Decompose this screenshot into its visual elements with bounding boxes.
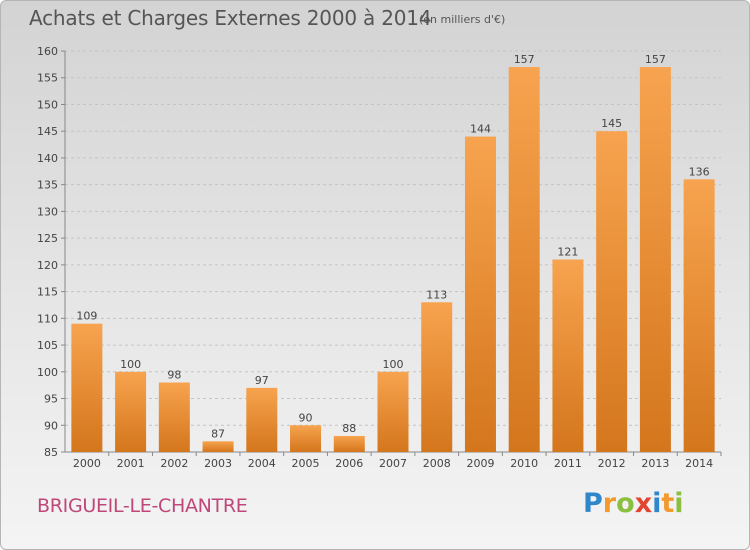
bar-2001 [115, 371, 147, 452]
x-tick-label: 2002 [160, 457, 188, 470]
bar-2008 [421, 302, 453, 452]
data-label-2003: 87 [211, 427, 225, 440]
bar-2006 [333, 435, 365, 452]
y-tick-label: 105 [37, 339, 58, 352]
y-tick-label: 125 [37, 232, 58, 245]
data-label-2009: 144 [470, 123, 491, 136]
bars [71, 67, 715, 452]
y-tick-label: 145 [37, 125, 58, 138]
y-tick-label: 130 [37, 205, 58, 218]
y-tick-label: 115 [37, 286, 58, 299]
data-label-2010: 157 [514, 53, 535, 66]
logo-letter: x [634, 488, 653, 519]
x-tick-label: 2006 [335, 457, 363, 470]
x-tick-label: 2009 [466, 457, 494, 470]
bar-2004 [246, 387, 278, 452]
logo-letter: i [674, 488, 684, 519]
y-tick-label: 150 [37, 98, 58, 111]
data-label-2008: 113 [426, 288, 447, 301]
logo-letter: i [652, 488, 662, 519]
bar-2011 [552, 259, 584, 452]
data-label-2001: 100 [120, 358, 141, 371]
y-tick-label: 90 [44, 419, 58, 432]
y-tick-label: 95 [44, 393, 58, 406]
bar-2000 [71, 323, 103, 452]
chart-subtitle: (en milliers d'€) [419, 13, 506, 26]
data-label-2012: 145 [601, 117, 622, 130]
logo-letter: o [616, 488, 635, 519]
y-tick-label: 110 [37, 312, 58, 325]
x-tick-label: 2014 [685, 457, 713, 470]
data-label-2007: 100 [383, 358, 404, 371]
bar-2013 [639, 67, 671, 452]
y-tick-label: 100 [37, 366, 58, 379]
y-tick-label: 135 [37, 179, 58, 192]
y-tick-label: 160 [37, 45, 58, 58]
x-tick-label: 2012 [598, 457, 626, 470]
x-tick-label: 2005 [292, 457, 320, 470]
data-labels: 109 100 98 87 97 90 88 100 113 144 157 121 145 157 136 [76, 53, 709, 440]
x-tick-label: 2011 [554, 457, 582, 470]
y-tick-label: 140 [37, 152, 58, 165]
bar-2010 [508, 67, 540, 452]
bar-2003 [202, 441, 234, 452]
y-tick-label: 155 [37, 72, 58, 85]
x-tick-label: 2004 [248, 457, 276, 470]
axes: 85 90 95 100 105 110 115 120 125 130 135 140 145 150 1… [37, 45, 722, 470]
bar-2009 [464, 136, 496, 452]
bar-2002 [158, 382, 190, 452]
data-label-2014: 136 [689, 165, 710, 178]
bar-2005 [290, 425, 322, 452]
data-label-2005: 90 [299, 411, 313, 424]
data-label-2011: 121 [557, 246, 578, 259]
bar-2014 [683, 179, 715, 452]
bar-2012 [596, 131, 628, 452]
proxiti-logo: Proxiti [583, 488, 684, 519]
logo-letter: t [661, 488, 675, 519]
x-tick-label: 2013 [641, 457, 669, 470]
x-tick-label: 2003 [204, 457, 232, 470]
data-label-2006: 88 [342, 422, 356, 435]
x-tick-label: 2010 [510, 457, 538, 470]
data-label-2002: 98 [167, 368, 181, 381]
logo-letter: r [602, 488, 617, 519]
chart-title: Achats et Charges Externes 2000 à 2014 [29, 6, 432, 30]
x-tick-label: 2007 [379, 457, 407, 470]
commune-name: BRIGUEIL-LE-CHANTRE [37, 495, 248, 517]
bar-2007 [377, 371, 409, 452]
y-tick-label: 120 [37, 259, 58, 272]
data-label-2013: 157 [645, 53, 666, 66]
data-label-2004: 97 [255, 374, 269, 387]
y-tick-label: 85 [44, 446, 58, 459]
x-tick-label: 2001 [117, 457, 145, 470]
logo-letter: P [583, 488, 603, 519]
x-tick-label: 2000 [73, 457, 101, 470]
x-tick-label: 2008 [423, 457, 451, 470]
data-label-2000: 109 [76, 310, 97, 323]
